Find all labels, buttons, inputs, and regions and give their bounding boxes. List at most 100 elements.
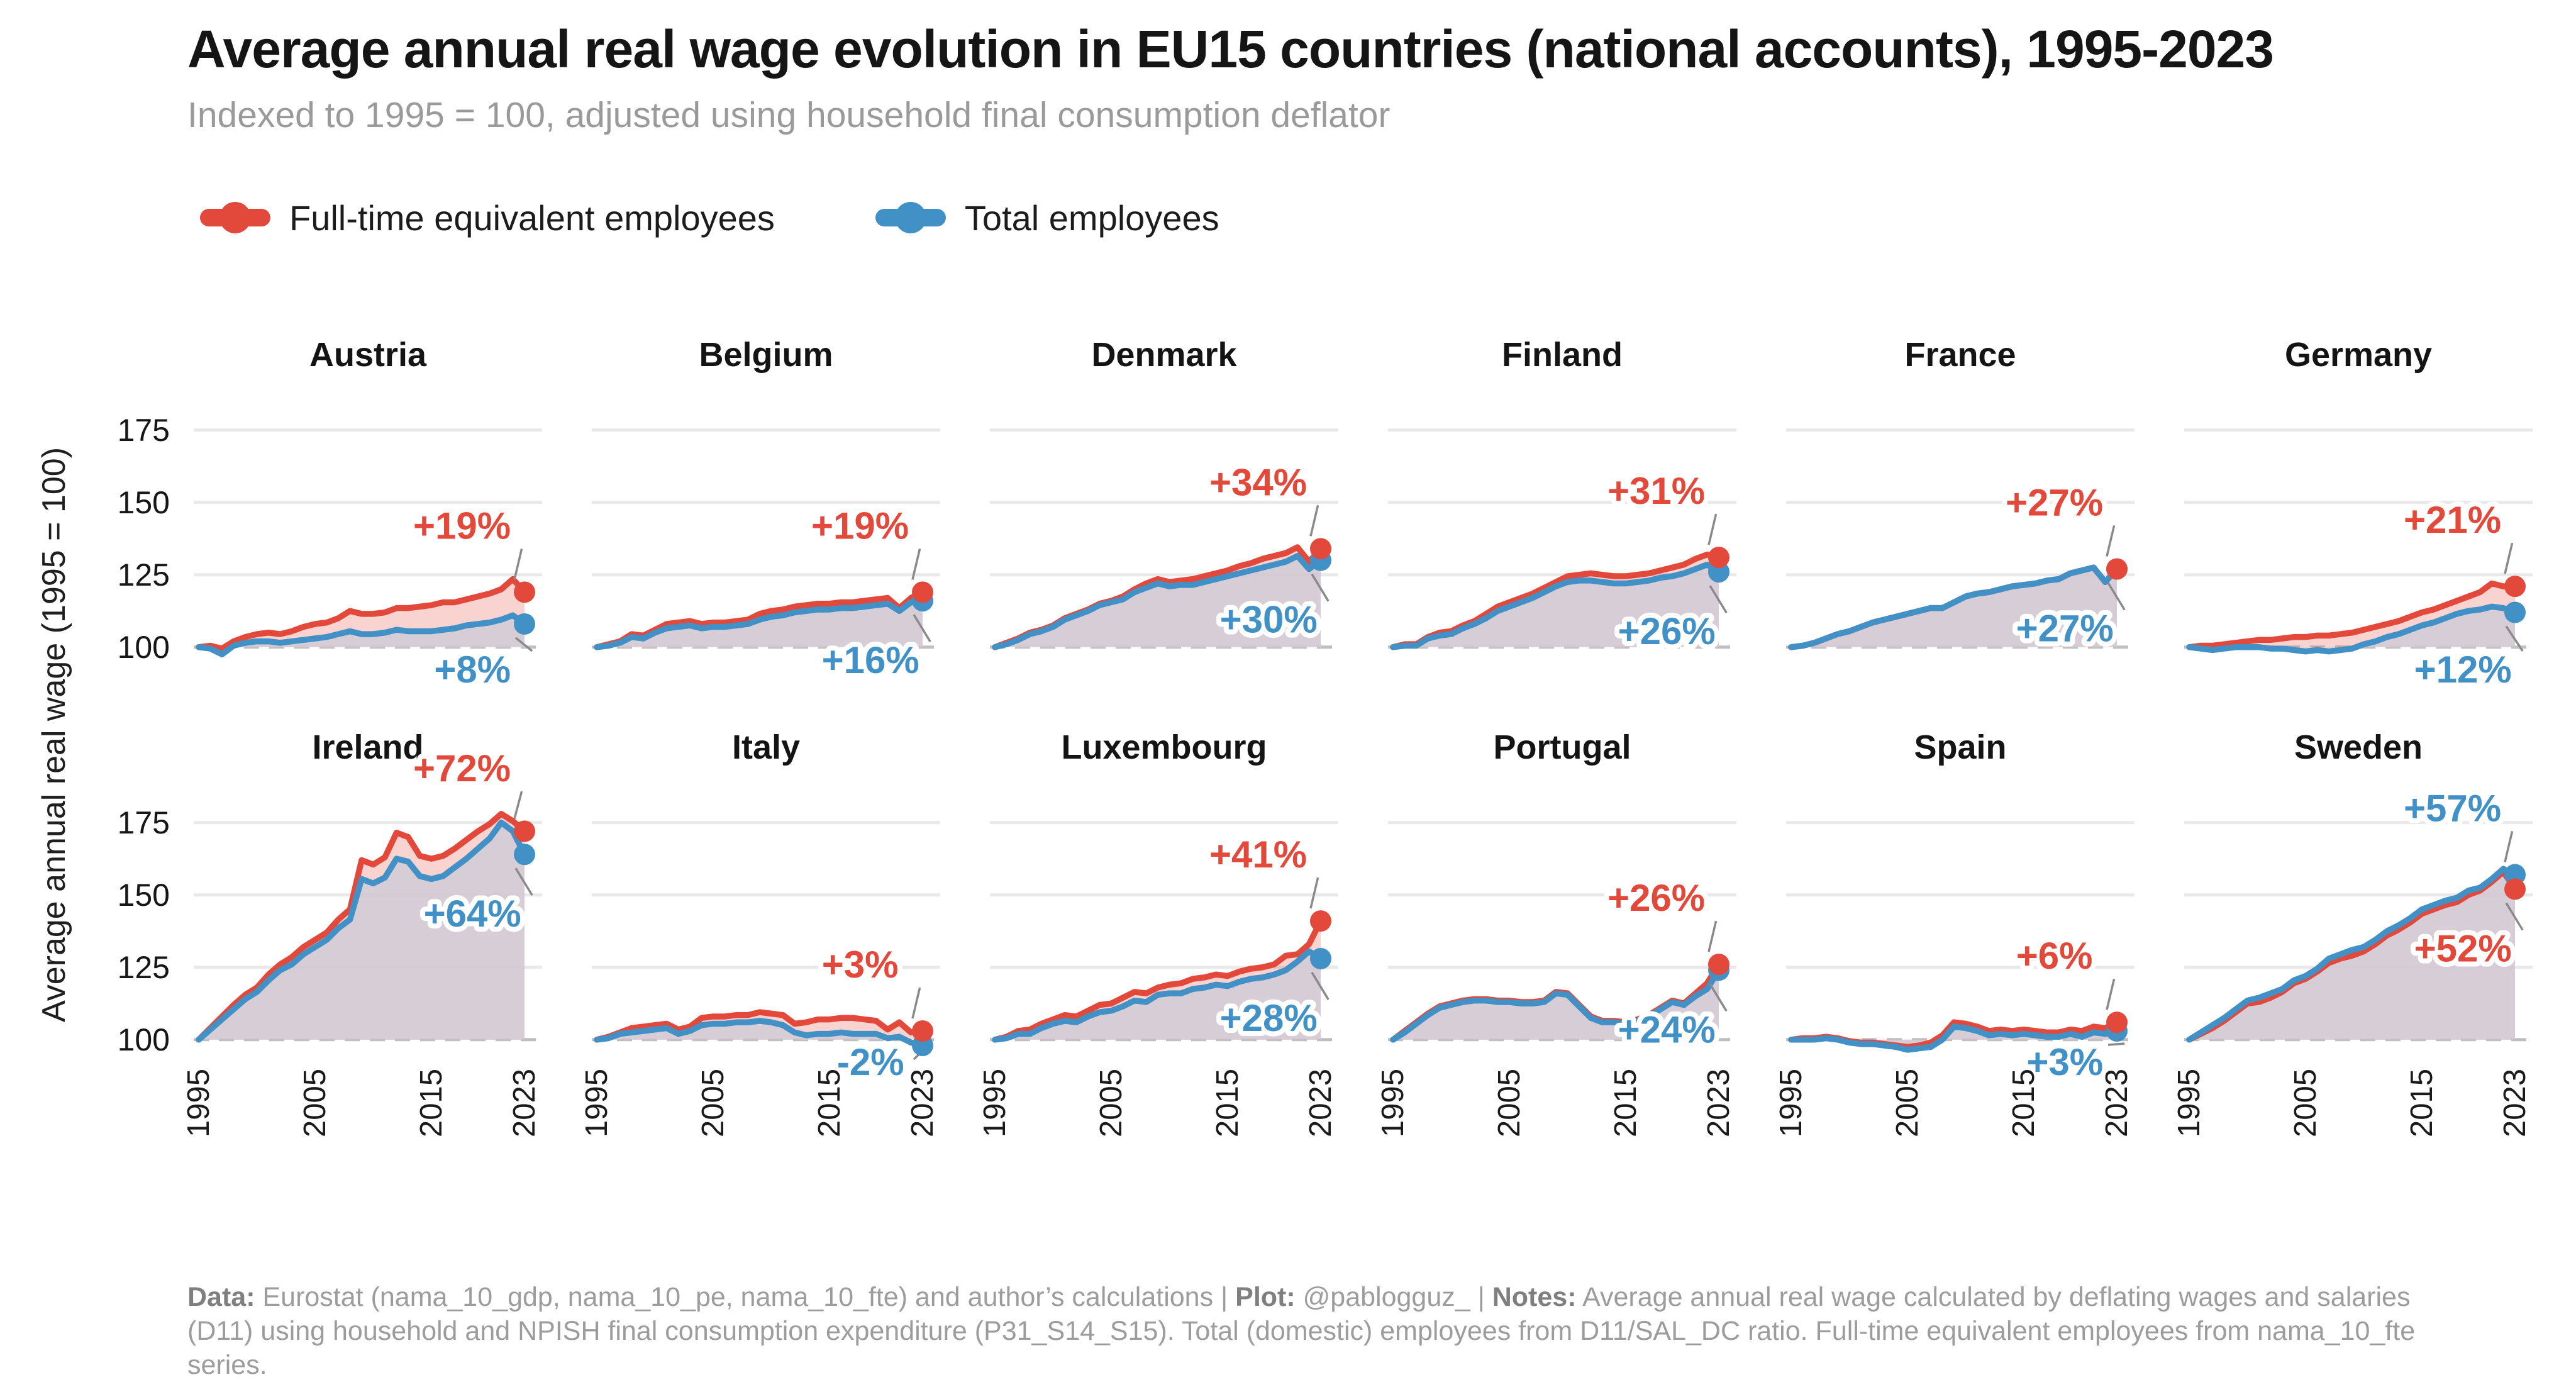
- panel-title: Italy: [731, 728, 801, 766]
- y-tick-label: 150: [117, 484, 170, 520]
- x-tick-label: 1995: [182, 1069, 216, 1138]
- x-tick-label: 1995: [1376, 1069, 1410, 1138]
- x-tick-label: 2005: [1492, 1069, 1526, 1138]
- footer-note: Data: Eurostat (nama_10_gdp, nama_10_pe,…: [187, 1282, 2416, 1380]
- label-leader-line: [2106, 525, 2116, 557]
- panel-chart: +72% +64%: [194, 742, 542, 1043]
- total-change-label: +64%: [424, 893, 521, 935]
- label-leader-line: [514, 867, 533, 896]
- panel-title: Germany: [2284, 336, 2433, 374]
- fte-change-label: +21%: [2404, 499, 2501, 541]
- fte-change-label: +27%: [2006, 482, 2103, 524]
- fte-end-dot: [2504, 878, 2526, 900]
- label-leader-line: [513, 791, 523, 819]
- panel-luxembourg: Luxembourg +41% +28% 1995 2005 2015 2023: [978, 710, 1338, 1213]
- legend-label-fte: Full-time equivalent employees: [289, 198, 775, 238]
- fte-end-dot: [912, 581, 933, 603]
- total-end-dot: [2504, 601, 2526, 623]
- panel-chart: +31% +26%: [1388, 428, 1736, 657]
- label-leader-line: [2107, 1042, 2125, 1046]
- label-leader-line: [2106, 978, 2116, 1010]
- x-tick-label: 2005: [1094, 1069, 1128, 1138]
- fte-end-dot: [2106, 558, 2128, 580]
- panel-chart: +57% +52%: [2184, 782, 2533, 1043]
- fte-end-dot: [514, 820, 535, 842]
- panel-italy: Italy +3% -2% 1995 2005 2015 2023: [580, 710, 940, 1213]
- label-leader-line: [913, 614, 931, 643]
- x-tick-label: 2023: [508, 1069, 541, 1138]
- fte-end-dot: [2106, 1011, 2128, 1034]
- total-change-label: +8%: [434, 649, 511, 691]
- label-leader-line: [2504, 542, 2514, 574]
- total-change-label: +27%: [2016, 608, 2114, 650]
- total-line: [2186, 866, 2518, 1043]
- legend-item-total: Total employees: [875, 198, 1219, 238]
- fte-line-dot-marker-icon: [200, 202, 270, 233]
- fte-end-dot: [1310, 910, 1331, 932]
- x-tick-label: 2005: [2289, 1069, 2323, 1138]
- total-area: [2189, 606, 2515, 652]
- fte-line: [992, 918, 1324, 1043]
- panel-chart: +41% +28%: [990, 821, 1338, 1044]
- total-change-label: +24%: [1618, 1008, 1716, 1050]
- x-tick-label: 2015: [414, 1069, 448, 1138]
- total-change-label: -2%: [837, 1041, 904, 1083]
- panel-finland: Finland +31% +26%: [1388, 318, 1736, 670]
- total-area: [995, 555, 1321, 647]
- total-area: [597, 601, 923, 647]
- label-leader-line: [1707, 920, 1718, 952]
- page-subtitle: Indexed to 1995 = 100, adjusted using ho…: [187, 95, 1391, 135]
- x-tick-label: 2015: [1609, 1069, 1643, 1138]
- label-leader-line: [1311, 972, 1330, 1000]
- fte-change-label: +72%: [413, 747, 511, 789]
- panel-chart: +34% +30%: [990, 428, 1338, 650]
- fte-change-label: +19%: [413, 504, 511, 547]
- y-tick-label: 125: [117, 557, 170, 593]
- panel-title: France: [1904, 336, 2016, 374]
- panel-title: Finland: [1502, 336, 1623, 374]
- label-leader-line: [2107, 582, 2126, 611]
- x-tick-label: 2023: [1304, 1069, 1338, 1138]
- panel-spain: Spain +6% +3% 1995 2005 2015 2023: [1774, 710, 2135, 1213]
- total-change-label: +3%: [2026, 1041, 2103, 1083]
- label-leader-line: [2504, 831, 2514, 862]
- label-leader-line: [2505, 902, 2524, 931]
- label-leader-line: [513, 548, 523, 580]
- panel-title: Austria: [309, 336, 427, 374]
- total-change-label: +57%: [2404, 787, 2501, 829]
- x-tick-label: 1995: [978, 1069, 1012, 1138]
- total-line: [2186, 603, 2518, 655]
- panel-chart: +27% +27%: [1786, 428, 2135, 655]
- label-leader-line: [911, 548, 921, 580]
- fte-end-dot: [912, 1020, 933, 1042]
- label-leader-line: [1707, 513, 1718, 545]
- panel-portugal: Portugal +26% +24% 1995 2005 2015 2023: [1376, 710, 1736, 1213]
- panel-title: Denmark: [1091, 336, 1237, 374]
- fte-end-dot: [514, 581, 535, 603]
- total-line-dot-marker-icon: [875, 202, 946, 233]
- x-tick-label: 2023: [2498, 1069, 2532, 1138]
- fte-line: [594, 1009, 926, 1043]
- page-title: Average annual real wage evolution in EU…: [187, 20, 2274, 79]
- x-tick-label: 2023: [2100, 1069, 2134, 1138]
- y-tick-label: 175: [117, 412, 170, 448]
- total-change-label: +28%: [1220, 997, 1318, 1039]
- total-line: [1788, 564, 2120, 650]
- panel-austria: Austria +19% +8%: [194, 318, 542, 696]
- x-tick-label: 2015: [1211, 1069, 1245, 1138]
- panel-denmark: Denmark +34% +30%: [990, 318, 1338, 670]
- total-end-dot: [514, 613, 535, 635]
- y-tick-label: 175: [117, 805, 170, 840]
- x-tick-label: 1995: [2172, 1069, 2206, 1138]
- fte-line: [196, 811, 528, 1043]
- panel-sweden: Sweden +57% +52% 1995 2005 2015 2023: [2172, 710, 2533, 1213]
- total-change-label: +26%: [1618, 610, 1716, 652]
- total-line: [1390, 561, 1722, 650]
- fte-change-label: +34%: [1209, 461, 1307, 503]
- fte-change-label: +41%: [1209, 833, 1307, 876]
- panel-title: Belgium: [699, 336, 833, 374]
- total-line: [1390, 967, 1722, 1043]
- total-line: [594, 1018, 926, 1049]
- total-line: [594, 598, 926, 650]
- label-leader-line: [514, 637, 533, 652]
